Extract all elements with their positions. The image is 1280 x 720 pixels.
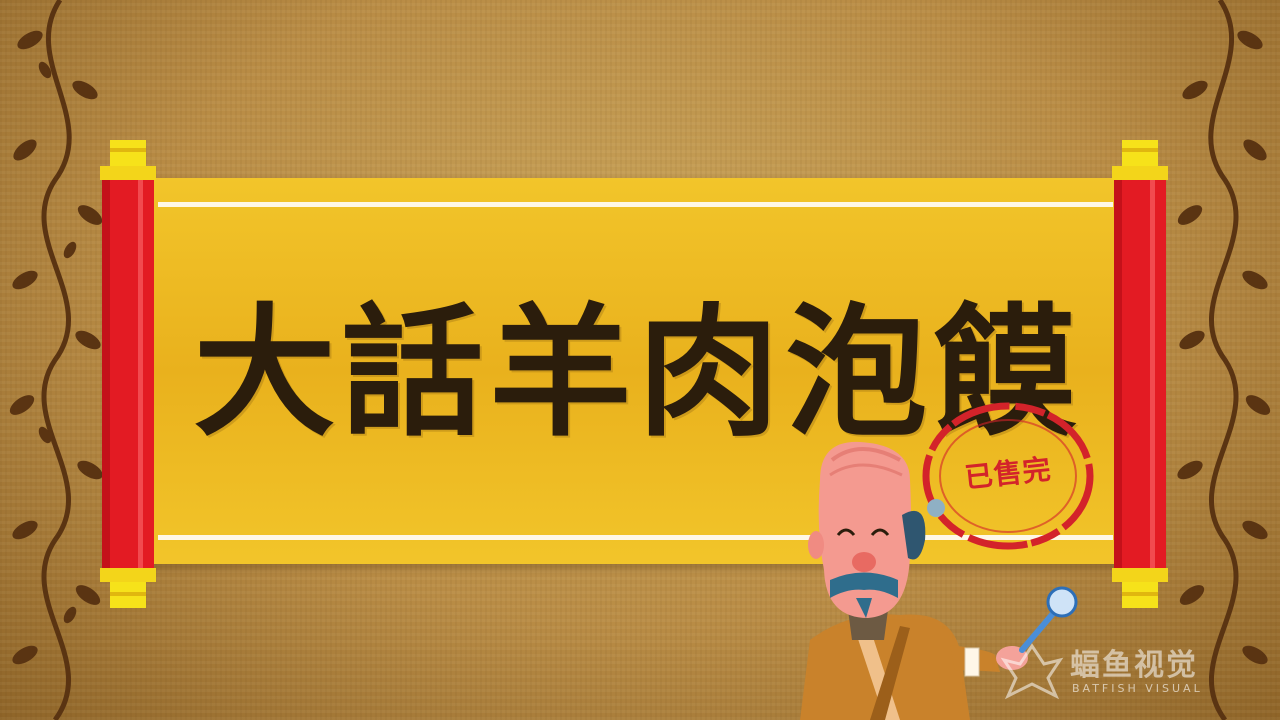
scroll-border-top <box>158 202 1113 207</box>
vine-ornament-icon <box>9 0 103 720</box>
spoon-icon <box>1019 607 1059 653</box>
scroll-rod-left <box>100 140 156 608</box>
batfish-watermark: 蝠鱼视觉 BATFISH VISUAL <box>1000 636 1270 706</box>
sold-out-stamp <box>922 402 1094 550</box>
banner-title: 大話羊肉泡饃 <box>193 291 1082 456</box>
scroll-border-bottom <box>158 535 1113 540</box>
watermark-subtitle: BATFISH VISUAL <box>1072 682 1203 695</box>
watermark-title: 蝠鱼视觉 <box>1070 648 1198 683</box>
old-man-character <box>800 441 1078 720</box>
scroll-rod-right <box>1112 140 1168 608</box>
scroll-banner <box>148 178 1123 564</box>
vine-ornament-icon <box>1177 0 1271 720</box>
batfish-logo-icon <box>1000 643 1064 700</box>
